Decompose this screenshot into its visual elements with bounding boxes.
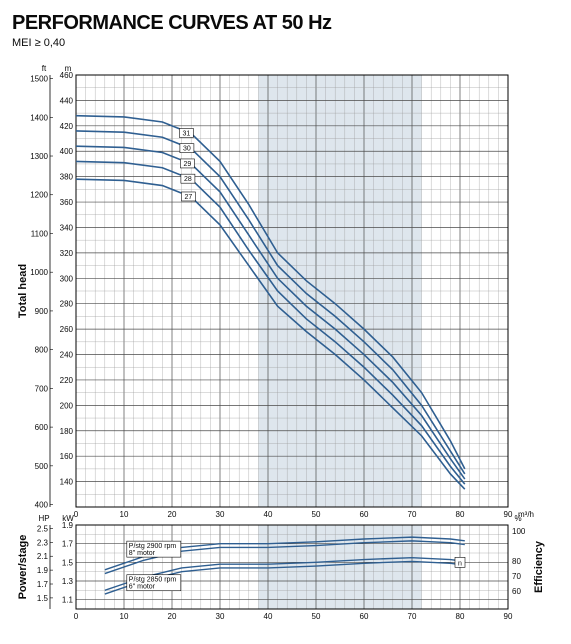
- svg-text:30: 30: [183, 146, 191, 153]
- svg-text:6" motor: 6" motor: [129, 584, 156, 591]
- svg-text:260: 260: [60, 325, 74, 334]
- svg-text:27: 27: [185, 194, 193, 201]
- svg-text:70: 70: [408, 510, 417, 519]
- svg-text:30: 30: [216, 612, 225, 621]
- svg-text:140: 140: [60, 478, 74, 487]
- svg-text:30: 30: [216, 510, 225, 519]
- svg-text:60: 60: [512, 587, 521, 596]
- svg-text:280: 280: [60, 300, 74, 309]
- svg-text:220: 220: [60, 376, 74, 385]
- svg-text:10: 10: [120, 510, 129, 519]
- svg-text:29: 29: [184, 161, 192, 168]
- svg-text:600: 600: [35, 423, 49, 432]
- svg-text:1.3: 1.3: [62, 577, 74, 586]
- svg-text:1.5: 1.5: [37, 594, 49, 603]
- svg-text:m: m: [65, 64, 72, 73]
- svg-text:1.7: 1.7: [62, 540, 74, 549]
- svg-text:20: 20: [168, 612, 177, 621]
- svg-text:8" motor: 8" motor: [129, 550, 156, 557]
- svg-text:1000: 1000: [30, 268, 48, 277]
- svg-text:1300: 1300: [30, 152, 48, 161]
- svg-text:P/stg 2850 rpm: P/stg 2850 rpm: [129, 577, 177, 584]
- svg-text:400: 400: [35, 501, 49, 510]
- performance-curves-svg: 0102030405060708090140160180200220240260…: [12, 57, 557, 632]
- svg-text:Power/stage: Power/stage: [17, 535, 29, 600]
- svg-text:1.7: 1.7: [37, 580, 49, 589]
- svg-text:kW: kW: [62, 514, 74, 523]
- svg-text:100: 100: [512, 527, 526, 536]
- svg-text:Efficiency: Efficiency: [533, 540, 545, 593]
- svg-text:0: 0: [74, 510, 79, 519]
- svg-text:1100: 1100: [31, 229, 49, 238]
- svg-text:2.1: 2.1: [37, 552, 49, 561]
- svg-text:320: 320: [60, 249, 74, 258]
- svg-text:160: 160: [60, 452, 74, 461]
- svg-text:70: 70: [512, 572, 521, 581]
- svg-text:50: 50: [312, 612, 321, 621]
- svg-text:P/stg 2900 rpm: P/stg 2900 rpm: [129, 543, 177, 550]
- svg-text:0: 0: [74, 612, 79, 621]
- svg-text:1.9: 1.9: [37, 566, 49, 575]
- charts-container: 0102030405060708090140160180200220240260…: [12, 57, 559, 632]
- svg-text:800: 800: [35, 346, 49, 355]
- svg-text:300: 300: [60, 274, 74, 283]
- page-subtitle: MEI ≥ 0,40: [12, 37, 559, 49]
- svg-text:60: 60: [360, 510, 369, 519]
- svg-text:90: 90: [504, 612, 513, 621]
- svg-text:28: 28: [184, 176, 192, 183]
- svg-text:500: 500: [35, 462, 49, 471]
- svg-text:80: 80: [456, 612, 465, 621]
- svg-text:90: 90: [504, 510, 513, 519]
- page-title: PERFORMANCE CURVES AT 50 Hz: [12, 12, 559, 35]
- svg-text:340: 340: [60, 223, 74, 232]
- svg-text:1400: 1400: [30, 113, 48, 122]
- svg-text:80: 80: [512, 557, 521, 566]
- svg-text:700: 700: [35, 384, 49, 393]
- svg-text:1500: 1500: [30, 75, 48, 84]
- svg-text:1.1: 1.1: [62, 596, 74, 605]
- svg-text:200: 200: [60, 401, 74, 410]
- svg-text:360: 360: [60, 198, 74, 207]
- svg-text:440: 440: [60, 96, 74, 105]
- svg-text:1.5: 1.5: [62, 558, 74, 567]
- svg-text:80: 80: [456, 510, 465, 519]
- svg-text:31: 31: [183, 130, 191, 137]
- svg-text:400: 400: [60, 147, 74, 156]
- svg-text:2.5: 2.5: [37, 524, 49, 533]
- svg-text:180: 180: [60, 427, 74, 436]
- svg-text:50: 50: [312, 510, 321, 519]
- svg-text:Total head: Total head: [17, 264, 29, 318]
- svg-text:2.3: 2.3: [37, 538, 49, 547]
- svg-text:ft: ft: [42, 64, 47, 73]
- svg-text:60: 60: [360, 612, 369, 621]
- svg-text:900: 900: [35, 307, 49, 316]
- svg-text:10: 10: [120, 612, 129, 621]
- svg-text:%: %: [514, 514, 521, 523]
- svg-text:20: 20: [168, 510, 177, 519]
- svg-text:1200: 1200: [30, 191, 48, 200]
- svg-text:420: 420: [60, 122, 74, 131]
- svg-text:70: 70: [408, 612, 417, 621]
- svg-text:40: 40: [264, 612, 273, 621]
- svg-text:n: n: [458, 560, 462, 567]
- svg-text:40: 40: [264, 510, 273, 519]
- svg-text:240: 240: [60, 351, 74, 360]
- svg-text:HP: HP: [38, 514, 49, 523]
- svg-text:380: 380: [60, 173, 74, 182]
